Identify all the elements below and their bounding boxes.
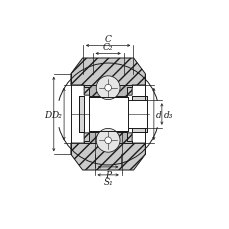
Polygon shape xyxy=(71,133,145,170)
Text: C₂: C₂ xyxy=(102,43,113,52)
Text: D: D xyxy=(44,110,51,119)
Text: P: P xyxy=(105,170,111,179)
Polygon shape xyxy=(79,97,84,132)
Text: C: C xyxy=(104,35,111,44)
Circle shape xyxy=(96,76,120,100)
Polygon shape xyxy=(84,132,132,143)
Circle shape xyxy=(96,129,120,153)
Text: D₂: D₂ xyxy=(51,110,62,119)
Polygon shape xyxy=(132,97,146,132)
Text: B₁: B₁ xyxy=(103,96,113,105)
Text: d₃: d₃ xyxy=(164,110,173,119)
Circle shape xyxy=(104,137,111,144)
Text: S₁: S₁ xyxy=(103,178,112,187)
Circle shape xyxy=(104,85,111,92)
Polygon shape xyxy=(71,59,145,96)
Text: d: d xyxy=(155,110,161,119)
Polygon shape xyxy=(84,86,132,97)
Bar xyxy=(88,97,127,132)
Polygon shape xyxy=(126,101,146,128)
